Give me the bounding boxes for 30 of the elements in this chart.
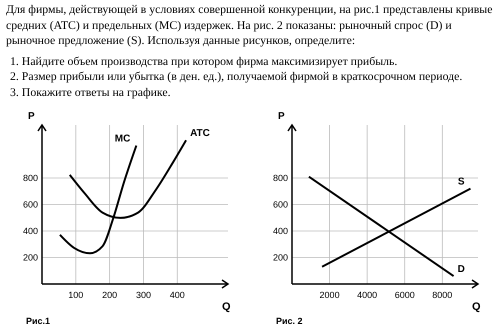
text: 3. Покажите ответы на графике.	[9, 84, 172, 100]
x-tick-label: 8000	[432, 290, 452, 300]
text: 2. Размер прибыли или убытка (в ден. ед.), получаемой фирмой в краткосрочном периоде.	[9, 69, 464, 84]
text: 1. Найдите объем производства при котором фирма максимизирует прибыль.	[9, 54, 398, 69]
x-tick-label: 200	[102, 290, 118, 300]
series-label: MC	[114, 134, 130, 145]
y-tick-label: 600	[22, 200, 38, 210]
y-tick-label: 800	[22, 173, 38, 183]
x-tick-label: 2000	[320, 290, 340, 300]
y-tick-label: 600	[272, 200, 288, 210]
y-tick-label: 400	[272, 226, 288, 236]
y-tick-label: 200	[22, 252, 38, 262]
y-tick-label: 200	[272, 252, 288, 262]
y-axis-title: P	[278, 111, 285, 122]
x-tick-label: 300	[136, 290, 151, 300]
text: Рис. 2	[276, 316, 303, 326]
y-axis-title: P	[28, 111, 35, 122]
text: Для фирмы, действующей в условиях совершенной конкуренции, на рис.1 представлены кривые средних (ATC) и предельных (MC) издержек. На рис. 2 показаны: рыночный спрос (D) и рыночное предложение (S). Используя данные рисунков, определите:	[6, 2, 494, 48]
x-axis-title: Q	[222, 301, 231, 313]
y-tick-label: 800	[272, 173, 288, 183]
x-tick-label: 4000	[357, 290, 378, 300]
text: Рис.1	[26, 316, 50, 326]
x-tick-label: 400	[170, 290, 185, 300]
x-axis-title: Q	[472, 301, 481, 313]
series-label: D	[458, 264, 465, 276]
series-label: S	[458, 176, 465, 188]
y-tick-label: 400	[22, 226, 38, 236]
x-tick-label: 100	[68, 290, 84, 300]
series-label: ATC	[190, 128, 210, 140]
x-tick-label: 6000	[394, 290, 415, 300]
